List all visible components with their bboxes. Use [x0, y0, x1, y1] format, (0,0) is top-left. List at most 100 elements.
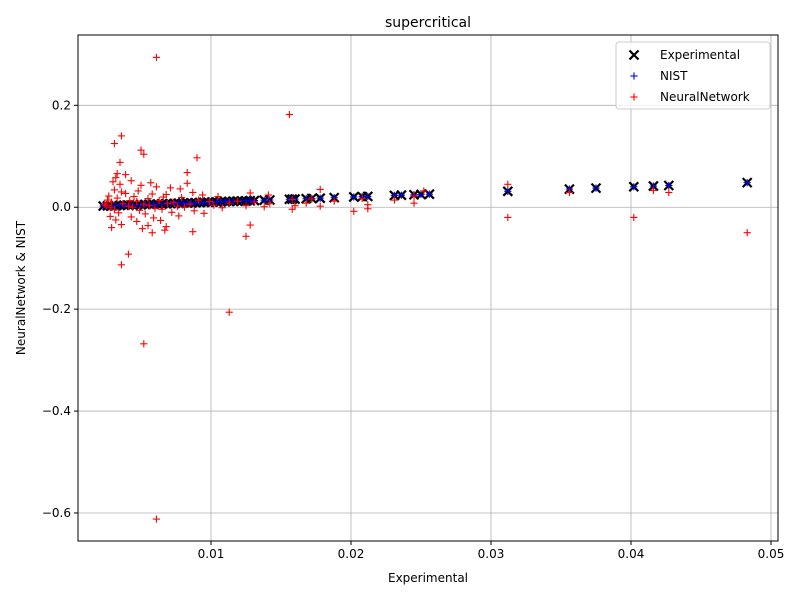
legend-label-neuralnetwork: NeuralNetwork [660, 90, 750, 104]
y-axis-label: NeuralNetwork & NIST [14, 220, 28, 355]
neuralnetwork-point [148, 190, 156, 198]
neuralnetwork-point [112, 174, 120, 182]
neuralnetwork-point [108, 224, 116, 232]
neuralnetwork-point [138, 225, 146, 233]
legend-label-experimental: Experimental [660, 48, 740, 62]
neuralnetwork-point [199, 191, 207, 199]
neuralnetwork-point [113, 170, 121, 178]
neuralnetwork-point [190, 207, 198, 215]
neuralnetwork-point [133, 217, 141, 226]
neuralnetwork-point [665, 188, 673, 197]
neuralnetwork-point [358, 194, 366, 203]
neuralnetwork-point [178, 193, 186, 202]
neuralnetwork-point [743, 229, 751, 237]
neuralnetwork-point [134, 187, 142, 195]
neuralnetwork-point [168, 208, 176, 216]
neuralnetwork-point [242, 232, 250, 240]
legend-marker-neuralnetwork [630, 93, 638, 101]
neuralnetwork-point [117, 220, 125, 229]
neuralnetwork-point [101, 200, 109, 208]
neuralnetwork-point [183, 168, 191, 177]
x-axis: 0.01 0.02 0.03 0.04 0.05 [198, 541, 785, 561]
nist-point [743, 179, 751, 187]
neuralnetwork-point [144, 221, 152, 230]
neuralnetwork-point [330, 197, 338, 205]
neuralnetwork-point [112, 216, 120, 224]
neuralnetwork-point [420, 187, 428, 195]
chart-title: supercritical [385, 15, 471, 31]
neuralnetwork-point [150, 214, 158, 222]
neuralnetwork-point [504, 180, 512, 188]
neuralnetwork-point [194, 196, 202, 204]
neuralnetwork-point [122, 189, 130, 198]
neuralnetwork-point [504, 213, 512, 222]
neuralnetwork-point [410, 199, 418, 207]
neuralnetwork-point [193, 154, 201, 162]
neuralnetwork-point [649, 186, 657, 195]
neuralnetwork-point [110, 206, 118, 214]
neuralnetwork-point [116, 180, 124, 188]
neuralnetwork-point [137, 181, 145, 189]
neuralnetwork-point [152, 53, 160, 62]
series-neuralnetwork [101, 53, 751, 523]
neuralnetwork-point [186, 200, 194, 208]
y-tick-label: 0.0 [52, 200, 71, 214]
y-tick-label: −0.2 [42, 302, 71, 316]
neuralnetwork-point [169, 198, 177, 206]
y-axis: −0.6 −0.4 −0.2 0.0 0.2 [42, 98, 78, 520]
y-tick-label: −0.4 [42, 404, 71, 418]
nist-point [397, 191, 405, 199]
legend: Experimental NIST NeuralNetwork [615, 41, 771, 110]
neuralnetwork-point [180, 203, 188, 211]
neuralnetwork-point [288, 195, 296, 204]
x-tick-label: 0.05 [758, 547, 785, 561]
neuralnetwork-point [140, 200, 148, 208]
neuralnetwork-point [110, 139, 118, 148]
neuralnetwork-point [106, 204, 114, 212]
neuralnetwork-point [302, 199, 310, 207]
neuralnetwork-point [152, 183, 160, 191]
neuralnetwork-point [127, 177, 135, 185]
nist-point [425, 190, 433, 198]
neuralnetwork-point [157, 216, 165, 225]
neuralnetwork-point [106, 212, 114, 221]
neuralnetwork-point [151, 204, 159, 212]
neuralnetwork-point [166, 184, 174, 192]
neuralnetwork-point [173, 202, 181, 210]
neuralnetwork-point [117, 261, 125, 269]
neuralnetwork-point [316, 202, 324, 210]
neuralnetwork-point [183, 179, 191, 187]
neuralnetwork-point [108, 198, 116, 206]
neuralnetwork-point [109, 178, 117, 186]
neuralnetwork-point [410, 192, 418, 200]
plot-area [97, 53, 753, 523]
neuralnetwork-point [630, 213, 638, 222]
neuralnetwork-point [162, 222, 170, 231]
x-axis-label: Experimental [388, 571, 468, 585]
neuralnetwork-point [147, 179, 155, 187]
neuralnetwork-point [117, 132, 125, 140]
neuralnetwork-point [285, 110, 293, 119]
nist-point [592, 184, 600, 192]
neuralnetwork-point [115, 209, 123, 217]
neuralnetwork-point [140, 340, 148, 348]
neuralnetwork-point [113, 194, 121, 202]
x-tick-label: 0.04 [618, 547, 645, 561]
x-tick-label: 0.01 [198, 547, 225, 561]
neuralnetwork-point [189, 228, 197, 236]
neuralnetwork-point [117, 188, 125, 196]
neuralnetwork-point [137, 146, 145, 154]
legend-marker-experimental [628, 49, 640, 61]
neuralnetwork-point [250, 198, 258, 206]
neuralnetwork-point [110, 186, 118, 194]
neuralnetwork-point [218, 204, 226, 212]
neuralnetwork-point [133, 198, 141, 206]
legend-frame [615, 41, 771, 110]
nist-point [350, 193, 358, 201]
neuralnetwork-point [124, 250, 132, 258]
neuralnetwork-point [260, 203, 268, 211]
nist-point [504, 187, 512, 195]
neuralnetwork-point [145, 202, 153, 210]
neuralnetwork-point [390, 196, 398, 204]
